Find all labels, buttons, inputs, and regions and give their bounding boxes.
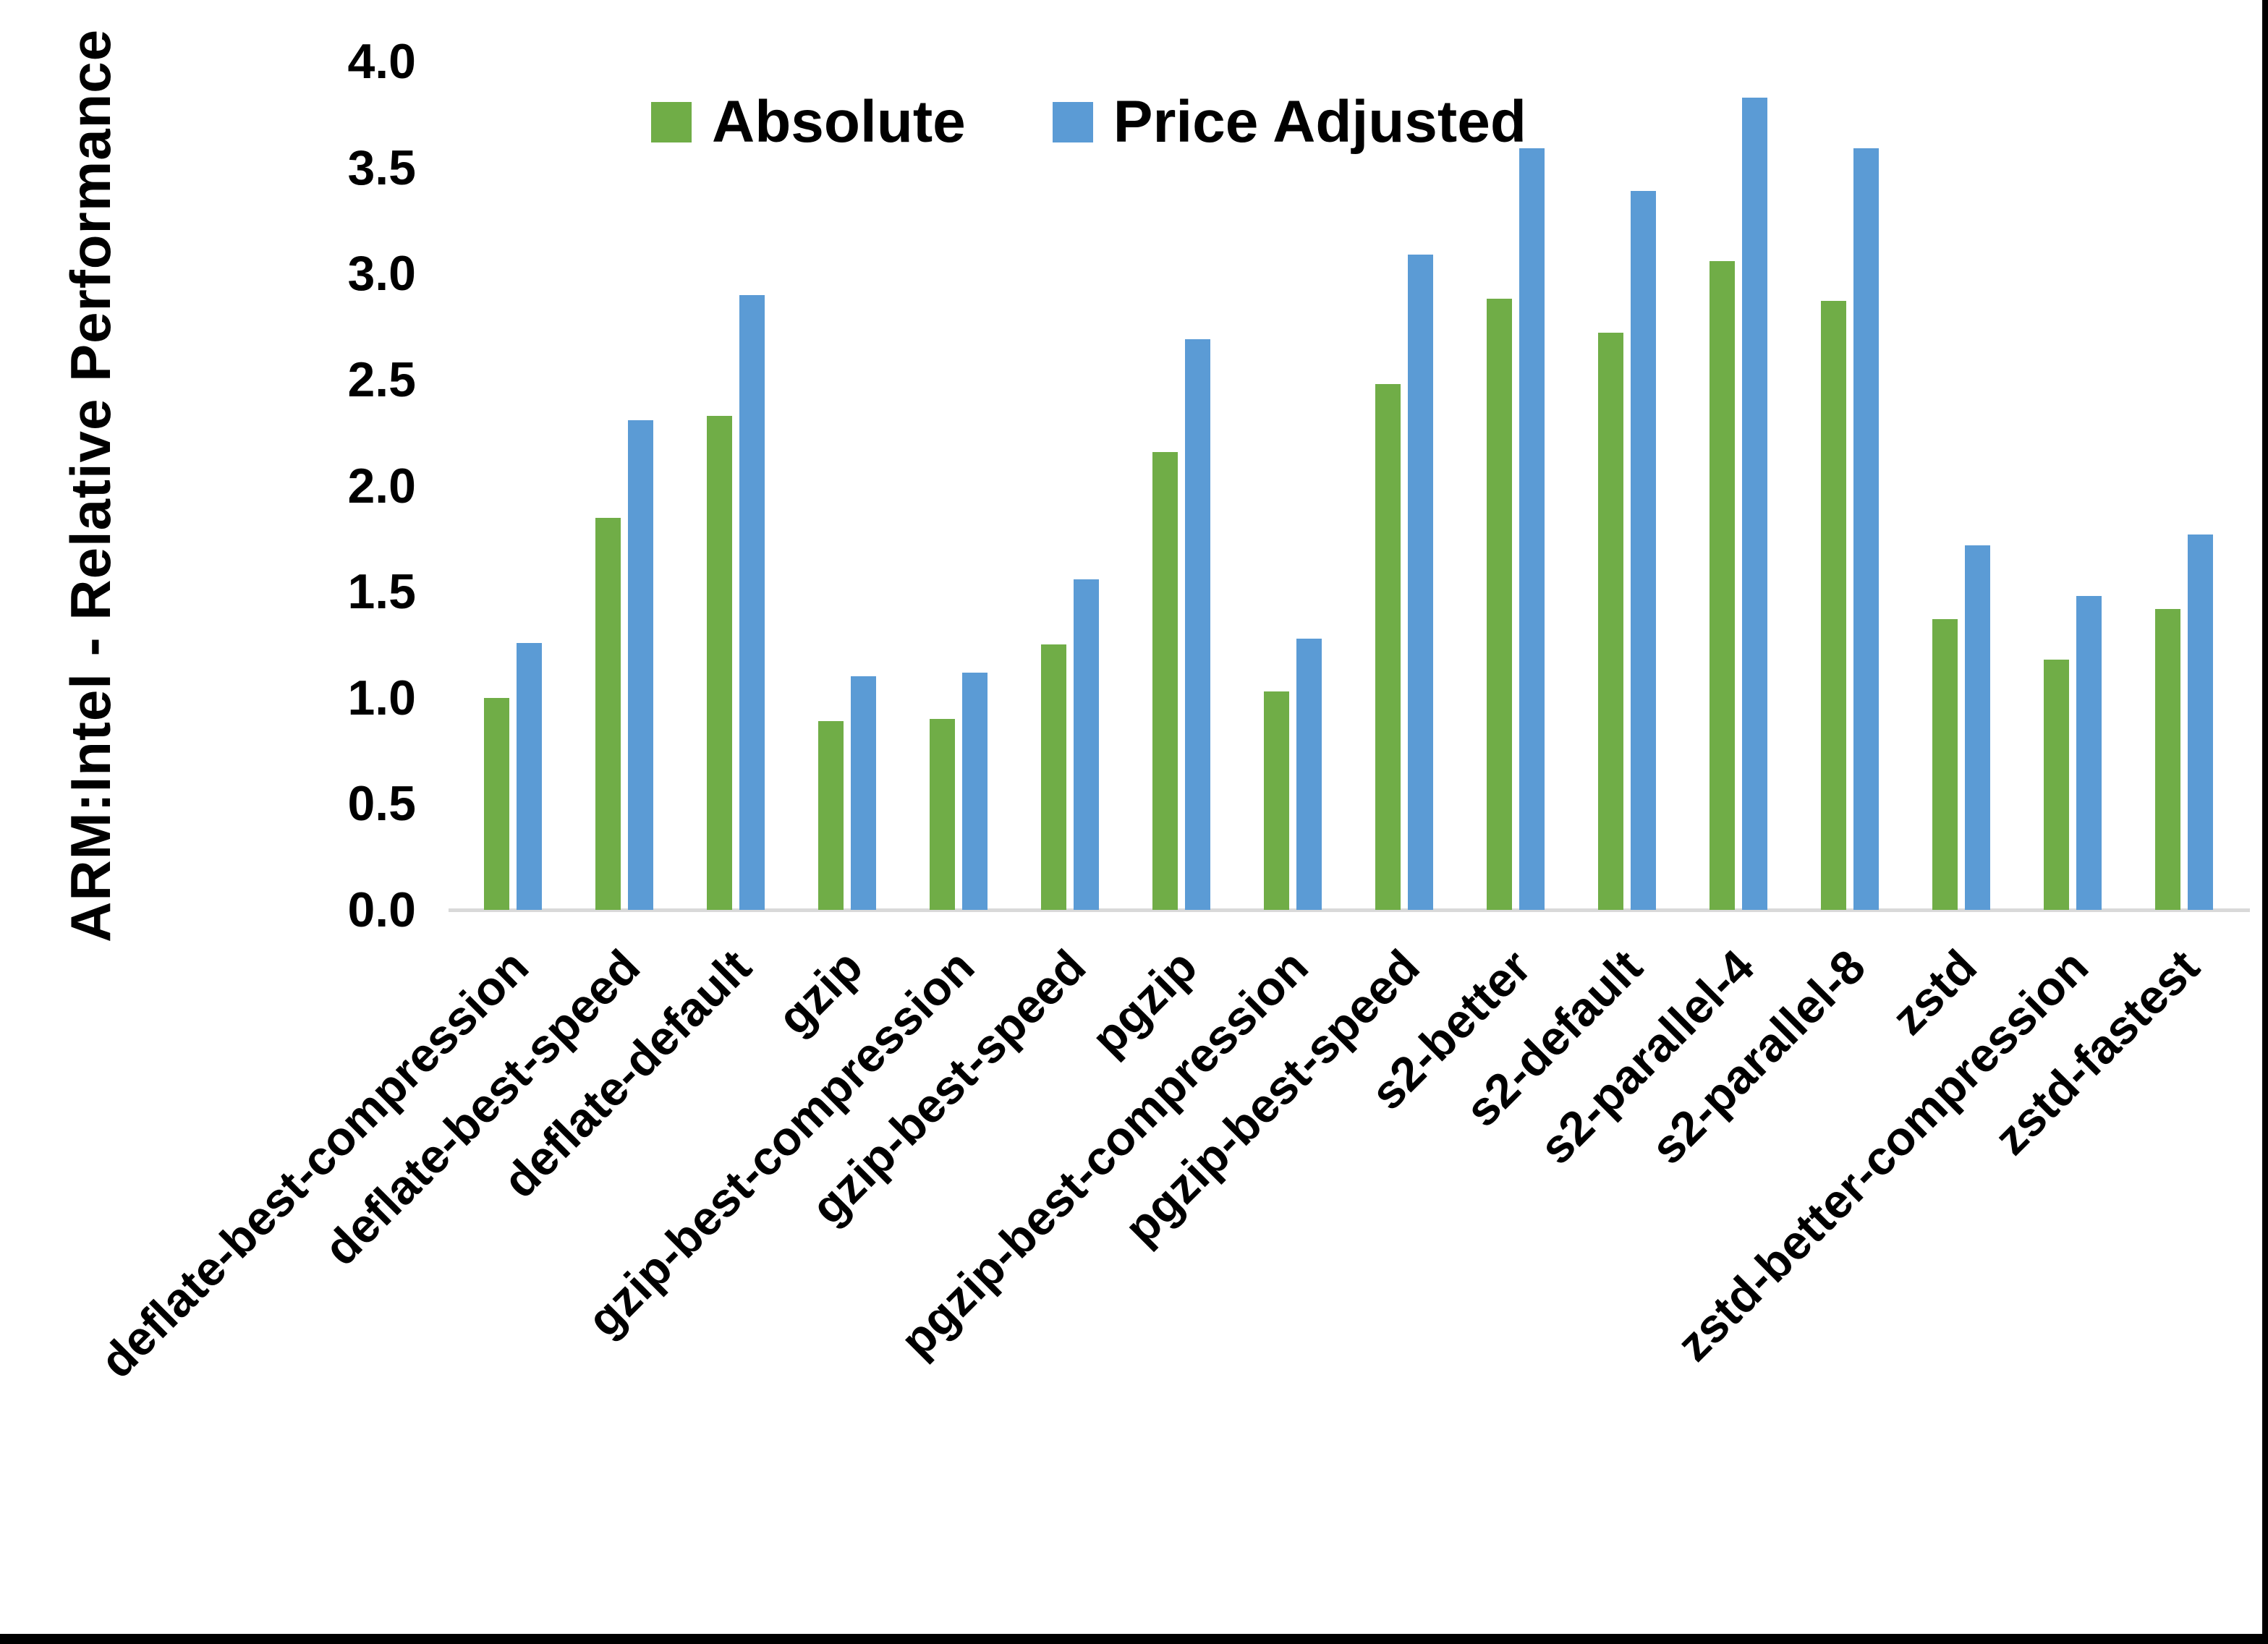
y-tick-2.0: 2.0 bbox=[347, 458, 416, 514]
bar-absolute-deflate-best-speed bbox=[595, 517, 621, 910]
y-tick-4.0: 4.0 bbox=[347, 34, 416, 89]
bar-absolute-pgzip bbox=[1152, 451, 1178, 910]
bar-price-adjusted-zstd-better-compression bbox=[2076, 596, 2102, 910]
bar-price-adjusted-zstd bbox=[1965, 545, 1990, 910]
legend-label-price-adjusted: Price Adjusted bbox=[1113, 89, 1526, 155]
legend: Absolute Price Adjusted bbox=[651, 88, 1526, 156]
bar-price-adjusted-zstd-fastest bbox=[2188, 534, 2213, 910]
bar-absolute-gzip-best-speed bbox=[1041, 644, 1066, 910]
bar-absolute-pgzip-best-speed bbox=[1375, 383, 1401, 910]
bar-absolute-zstd-better-compression bbox=[2044, 659, 2069, 910]
bar-absolute-gzip-best-compression bbox=[930, 719, 955, 910]
bar-group-zstd-fastest bbox=[2128, 61, 2240, 910]
y-tick-1.0: 1.0 bbox=[347, 670, 416, 725]
bar-absolute-zstd-fastest bbox=[2155, 608, 2180, 910]
bar-group-zstd-better-compression bbox=[2017, 61, 2128, 910]
bar-price-adjusted-gzip-best-compression bbox=[962, 672, 988, 910]
bar-absolute-deflate-best-compression bbox=[484, 697, 509, 910]
y-axis: 0.0 0.5 1.0 1.5 2.0 2.5 3.0 3.5 4.0 bbox=[0, 0, 416, 1644]
bar-group-deflate-best-speed bbox=[569, 61, 680, 910]
bar-group-deflate-default bbox=[680, 61, 791, 910]
bar-group-s2-default bbox=[1571, 61, 1683, 910]
bar-group-pgzip-best-speed bbox=[1349, 61, 1460, 910]
bar-price-adjusted-s2-parallel-4 bbox=[1742, 97, 1767, 910]
bar-price-adjusted-deflate-default bbox=[739, 294, 765, 910]
screenshot-right-border bbox=[2262, 0, 2268, 1644]
bar-group-gzip bbox=[791, 61, 903, 910]
y-tick-1.5: 1.5 bbox=[347, 564, 416, 620]
legend-label-absolute: Absolute bbox=[712, 89, 966, 155]
bar-price-adjusted-gzip bbox=[851, 676, 876, 910]
legend-swatch-absolute bbox=[651, 102, 692, 142]
bar-group-s2-better bbox=[1460, 61, 1571, 910]
bar-group-gzip-best-compression bbox=[903, 61, 1014, 910]
legend-entry-absolute: Absolute bbox=[651, 88, 966, 156]
bar-absolute-s2-default bbox=[1598, 333, 1623, 910]
y-tick-3.5: 3.5 bbox=[347, 140, 416, 195]
bar-price-adjusted-deflate-best-speed bbox=[628, 419, 653, 910]
bar-absolute-s2-parallel-4 bbox=[1710, 260, 1735, 910]
bar-absolute-s2-better bbox=[1487, 299, 1512, 910]
bar-price-adjusted-s2-better bbox=[1519, 148, 1545, 910]
bar-group-zstd bbox=[1906, 61, 2017, 910]
bar-price-adjusted-gzip-best-speed bbox=[1074, 579, 1099, 910]
bar-price-adjusted-deflate-best-compression bbox=[517, 642, 542, 910]
legend-entry-price-adjusted: Price Adjusted bbox=[1052, 88, 1526, 156]
y-tick-2.5: 2.5 bbox=[347, 352, 416, 407]
bar-absolute-zstd bbox=[1932, 619, 1958, 910]
y-tick-0.5: 0.5 bbox=[347, 776, 416, 832]
bar-group-deflate-best-compression bbox=[457, 61, 569, 910]
bar-price-adjusted-pgzip-best-compression bbox=[1296, 638, 1322, 910]
bar-absolute-pgzip-best-compression bbox=[1264, 691, 1289, 910]
screenshot-bottom-border bbox=[0, 1634, 2268, 1644]
y-tick-3.0: 3.0 bbox=[347, 246, 416, 302]
bar-price-adjusted-pgzip bbox=[1185, 339, 1210, 910]
bar-group-pgzip-best-compression bbox=[1237, 61, 1349, 910]
bar-price-adjusted-pgzip-best-speed bbox=[1408, 254, 1433, 910]
bar-group-s2-parallel-8 bbox=[1794, 61, 1906, 910]
y-tick-0.0: 0.0 bbox=[347, 882, 416, 937]
bar-price-adjusted-s2-parallel-8 bbox=[1853, 148, 1879, 910]
bar-group-pgzip bbox=[1126, 61, 1237, 910]
bar-absolute-deflate-default bbox=[707, 415, 732, 910]
bar-group-s2-parallel-4 bbox=[1683, 61, 1794, 910]
legend-swatch-price-adjusted bbox=[1052, 102, 1093, 142]
bar-group-gzip-best-speed bbox=[1014, 61, 1126, 910]
x-axis-line bbox=[449, 908, 2250, 912]
bar-absolute-s2-parallel-8 bbox=[1821, 301, 1846, 910]
bar-absolute-gzip bbox=[818, 721, 844, 910]
plot-area bbox=[457, 61, 2240, 910]
bar-price-adjusted-s2-default bbox=[1631, 190, 1656, 910]
